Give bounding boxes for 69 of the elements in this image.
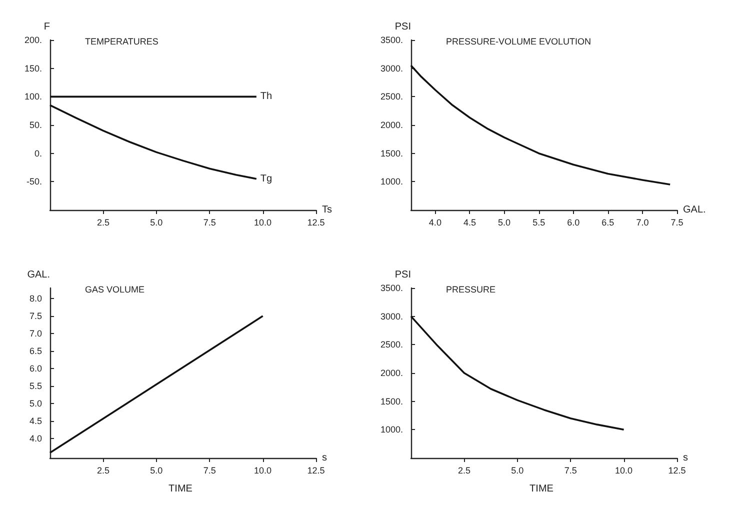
x-axis-title: GAL. [683,204,706,216]
y-tick-label: 7.0 [29,328,42,339]
y-tick-label: 3500. [380,283,403,293]
series-label: Th [260,91,272,102]
text: TIME [168,484,193,494]
y-tick-label: 6.0 [29,364,42,374]
x-tick-label: 2.5 [96,466,110,476]
y-tick-label: 3000. [380,63,403,74]
x-tick-label: 7.5 [564,466,577,476]
x-axis-title: Ts [322,204,332,216]
y-tick-label: 200. [24,35,42,45]
y-tick-label: 3000. [380,311,403,322]
x-tick-label: 10.0 [254,466,272,476]
x-tick-label: 12.5 [307,466,325,476]
x-tick-label: 7.5 [203,218,216,228]
x-tick-label: 4.5 [463,218,476,228]
line-series [410,315,625,431]
line-series [410,64,671,186]
chart-title: TEMPERATURES [85,36,158,46]
x-tick-label: 5.0 [511,466,524,476]
chart-title: PRESSURE-VOLUME EVOLUTION [446,36,592,46]
x-axis-title: s [683,452,688,464]
y-tick-label: 6.5 [29,346,42,356]
y-axis-title: PSI [394,270,411,280]
y-axis-title: PSI [394,22,411,32]
text: TIME [530,484,554,494]
y-tick-label: 1000. [380,176,403,187]
x-tick-label: 12.5 [307,218,325,228]
y-tick-label: 4.5 [29,416,42,426]
series-label: Tg [260,173,272,184]
x-tick-label: 10.0 [615,466,633,476]
y-tick-label: 2500. [380,340,403,350]
x-tick-label: 5.5 [532,218,546,228]
x-tick-label: 6.5 [602,218,614,228]
line-series [49,104,258,180]
y-axis-title: GAL. [27,270,50,280]
x-tick-label: 7.0 [636,218,649,228]
y-tick-label: -50. [26,176,42,187]
x-axis-title: s [322,452,327,464]
y-tick-label: 4.0 [29,434,42,444]
y-tick-label: 3500. [380,35,403,45]
x-tick-label: 5.0 [150,218,163,228]
y-tick-label: 100. [24,92,42,102]
y-tick-label: 50. [29,120,42,130]
x-tick-label: 2.5 [96,218,110,228]
y-tick-label: 2000. [380,368,403,378]
y-tick-label: 5.0 [29,398,42,409]
y-tick-label: 2000. [380,120,403,130]
chart-title: PRESSURE [446,284,496,294]
x-tick-label: 6.0 [567,218,580,228]
y-tick-label: 7.5 [29,311,42,322]
x-tick-label: 5.0 [150,466,163,476]
y-tick-label: 1500. [380,396,403,406]
x-tick-label: 2.5 [458,466,470,476]
y-tick-label: 8.0 [29,294,42,304]
y-axis-title: F [44,22,50,32]
x-tick-label: 7.5 [670,218,684,228]
y-tick-label: 1500. [380,148,403,158]
x-tick-label: 5.0 [498,218,511,228]
x-tick-label: 10.0 [254,218,272,228]
y-tick-label: 5.5 [29,381,42,392]
x-tick-label: 7.5 [203,466,216,476]
y-tick-label: 0. [34,148,42,158]
y-tick-label: 1000. [380,424,403,435]
x-tick-label: 12.5 [668,466,686,476]
y-tick-label: 150. [24,63,42,74]
x-tick-label: 4.0 [428,218,442,228]
y-tick-label: 2500. [380,92,403,102]
chart-title: GAS VOLUME [85,284,145,294]
